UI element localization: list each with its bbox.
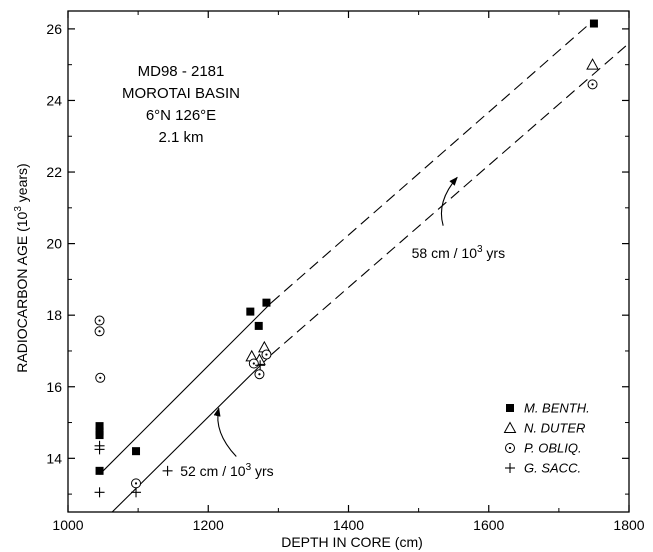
x-tick-label: 1200 bbox=[193, 517, 224, 533]
legend-marker bbox=[505, 443, 515, 453]
y-axis-title: RADIOCARBON AGE (103 years) bbox=[13, 163, 30, 372]
rate-label-exponent: 3 bbox=[477, 244, 483, 255]
legend-label: N. DUTER bbox=[524, 421, 585, 436]
circle-center-dot bbox=[258, 373, 261, 376]
legend-label: P. OBLIQ. bbox=[524, 441, 582, 456]
legend-marker bbox=[506, 404, 514, 412]
data-point-filled-square bbox=[246, 307, 255, 316]
data-point-plus bbox=[162, 465, 173, 476]
data-point-filled-square bbox=[95, 466, 104, 475]
annotation-arrow bbox=[440, 176, 458, 226]
legend-marker bbox=[503, 421, 517, 433]
data-point-filled-square bbox=[589, 19, 598, 28]
circle-center-dot bbox=[252, 362, 255, 365]
legend: M. BENTH. N. DUTER P. OBLIQ. G. SACC. bbox=[503, 401, 590, 476]
y-tick-label: 22 bbox=[46, 164, 62, 180]
rate-label-unit: yrs bbox=[251, 463, 274, 479]
data-point-circle-dot bbox=[261, 349, 272, 360]
data-point-filled-square bbox=[254, 321, 263, 330]
y-axis-title-main: RADIOCARBON AGE (10 bbox=[14, 211, 30, 372]
circle-center-dot bbox=[591, 83, 594, 86]
rate-label-exponent: 3 bbox=[246, 462, 252, 473]
annotation-arrow bbox=[213, 407, 237, 457]
data-point-open-triangle bbox=[586, 58, 599, 70]
trend-line-dashed bbox=[271, 42, 630, 355]
y-tick-label: 26 bbox=[46, 21, 62, 37]
legend-label: G. SACC. bbox=[524, 461, 581, 476]
data-points bbox=[94, 19, 599, 498]
legend-label: M. BENTH. bbox=[524, 401, 590, 416]
data-point-filled-square bbox=[95, 422, 104, 431]
rate-label: 58 cm / 103 yrs bbox=[412, 244, 506, 261]
circle-center-dot bbox=[508, 446, 512, 450]
data-point-circle-dot bbox=[95, 372, 106, 383]
rate-label-unit: yrs bbox=[483, 245, 506, 261]
data-point-circle-dot bbox=[131, 478, 142, 489]
circle-center-dot bbox=[134, 482, 138, 485]
basin-label: MOROTAI BASIN bbox=[122, 85, 240, 102]
data-point-filled-square bbox=[132, 447, 141, 456]
data-point-circle-dot bbox=[587, 79, 598, 90]
data-point-circle-dot bbox=[248, 358, 259, 369]
axis-ticks: 1000 1200 1400 1600 1800 14 16 18 20 22 24 26 bbox=[46, 11, 645, 533]
x-tick-label: 1800 bbox=[613, 517, 644, 533]
trend-line-dashed bbox=[270, 19, 595, 304]
circle-center-dot bbox=[98, 319, 101, 322]
y-tick-label: 16 bbox=[46, 379, 62, 395]
x-tick-label: 1600 bbox=[473, 517, 504, 533]
data-point-circle-dot bbox=[254, 369, 265, 380]
y-tick-label: 20 bbox=[46, 236, 62, 252]
circle-center-dot bbox=[99, 376, 102, 379]
data-point-circle-dot bbox=[94, 326, 105, 337]
x-tick-label: 1400 bbox=[333, 517, 364, 533]
x-tick-label: 1000 bbox=[52, 517, 83, 533]
rate-label: 52 cm / 103 yrs bbox=[180, 462, 274, 479]
data-point-plus bbox=[255, 360, 266, 371]
rate-label-main: 52 cm / 10 bbox=[180, 463, 246, 479]
circle-center-dot bbox=[98, 330, 101, 333]
core-id-label: MD98 - 2181 bbox=[138, 63, 225, 80]
y-tick-label: 18 bbox=[46, 307, 62, 323]
x-axis-title: DEPTH IN CORE (cm) bbox=[281, 534, 423, 550]
y-axis-title-unit: years) bbox=[14, 163, 30, 206]
trend-line-solid bbox=[99, 302, 272, 475]
coordinates-label: 6°N 126°E bbox=[146, 107, 216, 124]
data-point-plus bbox=[94, 487, 105, 498]
data-point-filled-square bbox=[262, 298, 271, 307]
y-axis-title-exponent: 3 bbox=[13, 206, 24, 212]
data-point-filled-square bbox=[95, 431, 104, 440]
y-tick-label: 24 bbox=[46, 92, 62, 108]
data-point-plus bbox=[131, 487, 142, 498]
y-tick-label: 14 bbox=[46, 450, 62, 466]
legend-marker bbox=[505, 463, 515, 473]
data-point-circle-dot bbox=[94, 315, 105, 326]
data-point-plus bbox=[94, 444, 105, 455]
depth-label: 2.1 km bbox=[158, 129, 203, 146]
rate-label-main: 58 cm / 10 bbox=[412, 245, 478, 261]
circle-center-dot bbox=[265, 353, 268, 356]
